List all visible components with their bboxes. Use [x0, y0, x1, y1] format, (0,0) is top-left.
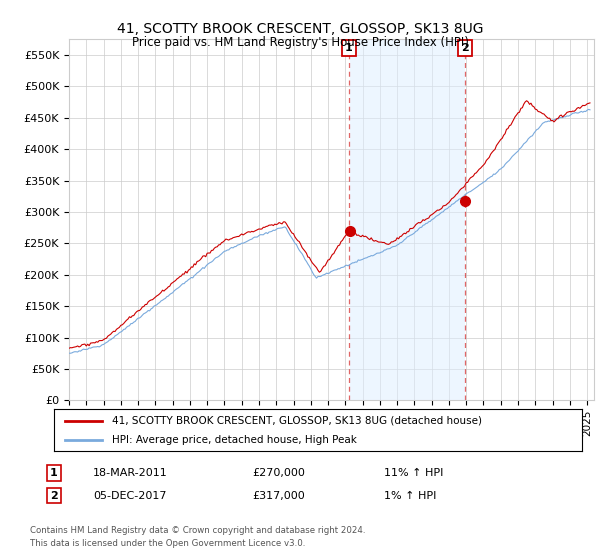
Text: 18-MAR-2011: 18-MAR-2011 [93, 468, 168, 478]
Text: Contains HM Land Registry data © Crown copyright and database right 2024.: Contains HM Land Registry data © Crown c… [30, 526, 365, 535]
Text: This data is licensed under the Open Government Licence v3.0.: This data is licensed under the Open Gov… [30, 539, 305, 548]
Text: 11% ↑ HPI: 11% ↑ HPI [384, 468, 443, 478]
Text: 1: 1 [345, 43, 353, 53]
Text: 2: 2 [461, 43, 469, 53]
Text: Price paid vs. HM Land Registry's House Price Index (HPI): Price paid vs. HM Land Registry's House … [131, 36, 469, 49]
Text: 41, SCOTTY BROOK CRESCENT, GLOSSOP, SK13 8UG: 41, SCOTTY BROOK CRESCENT, GLOSSOP, SK13… [117, 22, 483, 36]
Text: 05-DEC-2017: 05-DEC-2017 [93, 491, 167, 501]
Text: HPI: Average price, detached house, High Peak: HPI: Average price, detached house, High… [112, 435, 357, 445]
Text: 41, SCOTTY BROOK CRESCENT, GLOSSOP, SK13 8UG (detached house): 41, SCOTTY BROOK CRESCENT, GLOSSOP, SK13… [112, 416, 482, 426]
Text: £270,000: £270,000 [252, 468, 305, 478]
Text: £317,000: £317,000 [252, 491, 305, 501]
Text: 1: 1 [50, 468, 58, 478]
Text: 2: 2 [50, 491, 58, 501]
Text: 1% ↑ HPI: 1% ↑ HPI [384, 491, 436, 501]
